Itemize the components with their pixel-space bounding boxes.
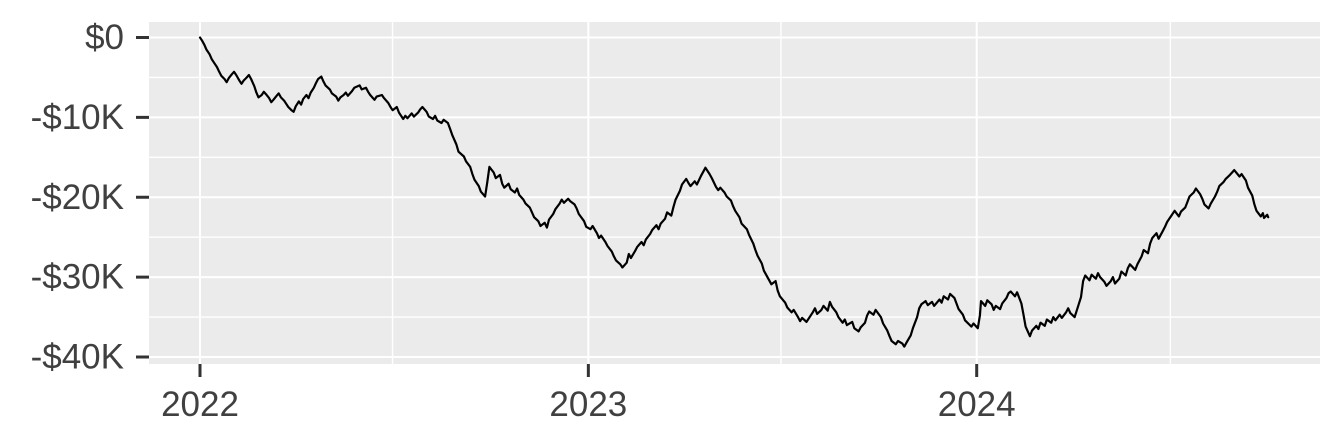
y-axis-tick-label: -$40K [31,338,124,377]
plot-panel [149,22,1320,364]
y-axis-tick-label: -$30K [31,258,124,297]
axis-labels: $0 -$10K -$20K -$30K -$40K 2022 2023 2024 [31,18,1016,424]
x-axis-tick-label: 2022 [161,385,239,424]
series-line [198,36,1270,348]
x-axis-tick-label: 2023 [549,385,627,424]
x-axis-tick-label: 2024 [938,385,1016,424]
axis-ticks [136,36,979,377]
y-axis-tick-label: -$10K [31,98,124,137]
series-group [198,36,1270,348]
y-axis-tick-label: $0 [85,18,124,57]
major-gridlines [149,22,1320,364]
y-axis-tick-label: -$20K [31,178,124,217]
minor-gridlines [149,22,1320,364]
